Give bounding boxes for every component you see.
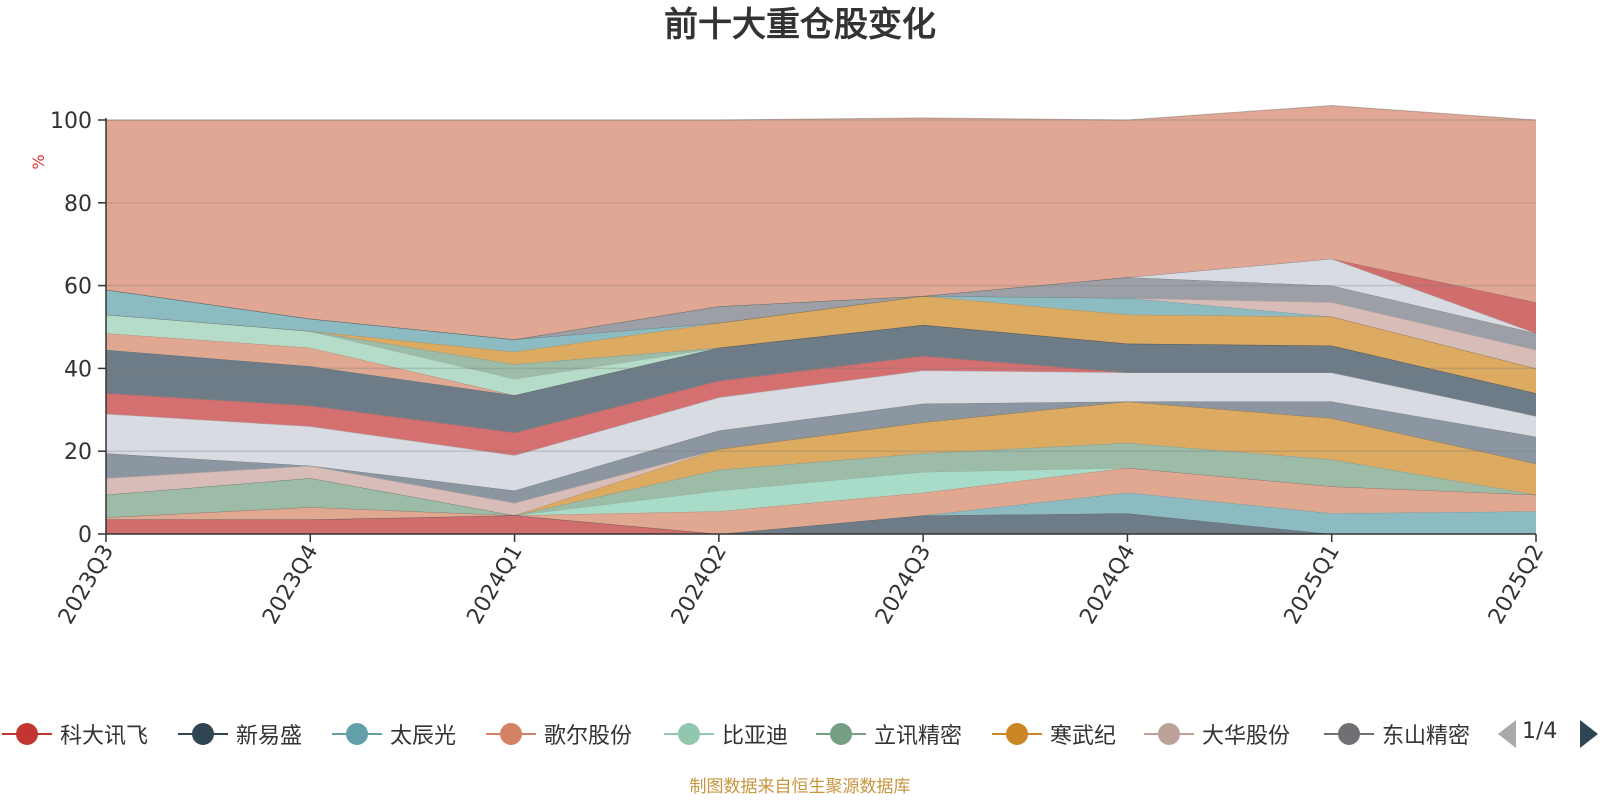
y-axis-label: % <box>29 154 48 169</box>
series-area-3 <box>106 492 1536 534</box>
legend-marker-icon <box>992 721 1042 747</box>
chart-title: 前十大重仓股变化 <box>664 5 936 45</box>
legend-item[interactable]: 东山精密 <box>1324 712 1470 756</box>
y-tick-label: 60 <box>64 275 92 300</box>
legend-item[interactable]: 太辰光 <box>332 712 456 756</box>
x-tick-label: 2024Q3 <box>871 541 936 629</box>
legend-label: 东山精密 <box>1382 724 1471 749</box>
legend-prev-page-icon[interactable] <box>1498 720 1516 748</box>
series-area-4 <box>106 467 1536 534</box>
y-tick-label: 40 <box>64 357 92 382</box>
series-area-11 <box>106 356 1536 456</box>
series-area-1 <box>106 515 1536 534</box>
legend-marker-icon <box>1324 721 1374 747</box>
y-tick-label: 0 <box>78 523 92 548</box>
legend-item[interactable]: 歌尔股份 <box>486 712 632 756</box>
x-tick-label: 2025Q2 <box>1484 541 1549 629</box>
series-area-17 <box>106 289 1536 369</box>
x-tick-label: 2023Q3 <box>54 541 119 629</box>
legend-label: 新易盛 <box>236 724 303 749</box>
series-area-6 <box>106 442 1536 518</box>
series-area-5 <box>106 467 1536 518</box>
legend-label: 大华股份 <box>1202 724 1291 749</box>
legend-page-indicator: 1/4 <box>1522 719 1558 744</box>
legend-marker-icon <box>178 721 228 747</box>
series-areas <box>105 104 1537 535</box>
series-area-10 <box>106 370 1536 491</box>
series-area-14 <box>106 314 1536 396</box>
series-area-2 <box>106 513 1536 534</box>
legend-item[interactable]: 新易盛 <box>178 712 302 756</box>
source-note: 制图数据来自恒生聚源数据库 <box>689 777 911 797</box>
series-line-22 <box>106 104 1537 121</box>
y-tick-label: 20 <box>64 440 92 465</box>
legend-label: 歌尔股份 <box>544 724 633 749</box>
series-area-9 <box>106 401 1536 503</box>
legend-label: 立讯精密 <box>874 724 963 749</box>
legend-item[interactable]: 寒武纪 <box>992 712 1116 756</box>
legend-item[interactable]: 科大讯飞 <box>2 712 148 756</box>
legend-label: 太辰光 <box>390 724 457 749</box>
legend-item[interactable]: 比亚迪 <box>664 712 788 756</box>
legend-label: 比亚迪 <box>722 724 789 749</box>
series-area-7 <box>106 401 1536 516</box>
legend-marker-icon <box>486 721 536 747</box>
series-area-22 <box>106 105 1536 340</box>
legend-marker-icon <box>332 721 382 747</box>
series-area-16 <box>106 296 1536 394</box>
x-tick-label: 2024Q4 <box>1075 541 1140 629</box>
legend: 科大讯飞 新易盛 太辰光 歌尔股份 比亚迪 立讯精密 寒武纪 大华股份 东山精密 <box>0 712 1600 756</box>
legend-item[interactable]: 大华股份 <box>1144 712 1290 756</box>
legend-marker-icon <box>816 721 866 747</box>
legend-marker-icon <box>664 721 714 747</box>
series-area-20 <box>106 258 1536 340</box>
x-tick-label: 2024Q2 <box>667 541 732 629</box>
legend-marker-icon <box>2 721 52 747</box>
legend-pager: 1/4 <box>1498 712 1598 756</box>
series-area-12 <box>106 324 1536 433</box>
grid-lines <box>106 119 1536 452</box>
y-tick-label: 80 <box>64 192 92 217</box>
legend-marker-icon <box>1144 721 1194 747</box>
x-tick-label: 2024Q1 <box>462 541 527 629</box>
legend-item[interactable]: 立讯精密 <box>816 712 962 756</box>
legend-label: 科大讯飞 <box>60 724 149 749</box>
x-tick-label: 2023Q4 <box>258 541 323 629</box>
series-area-19 <box>106 277 1536 350</box>
x-tick-label: 2025Q1 <box>1280 541 1345 629</box>
y-tick-label: 100 <box>50 109 92 134</box>
legend-label: 寒武纪 <box>1050 724 1117 749</box>
legend-next-page-icon[interactable] <box>1580 720 1598 748</box>
